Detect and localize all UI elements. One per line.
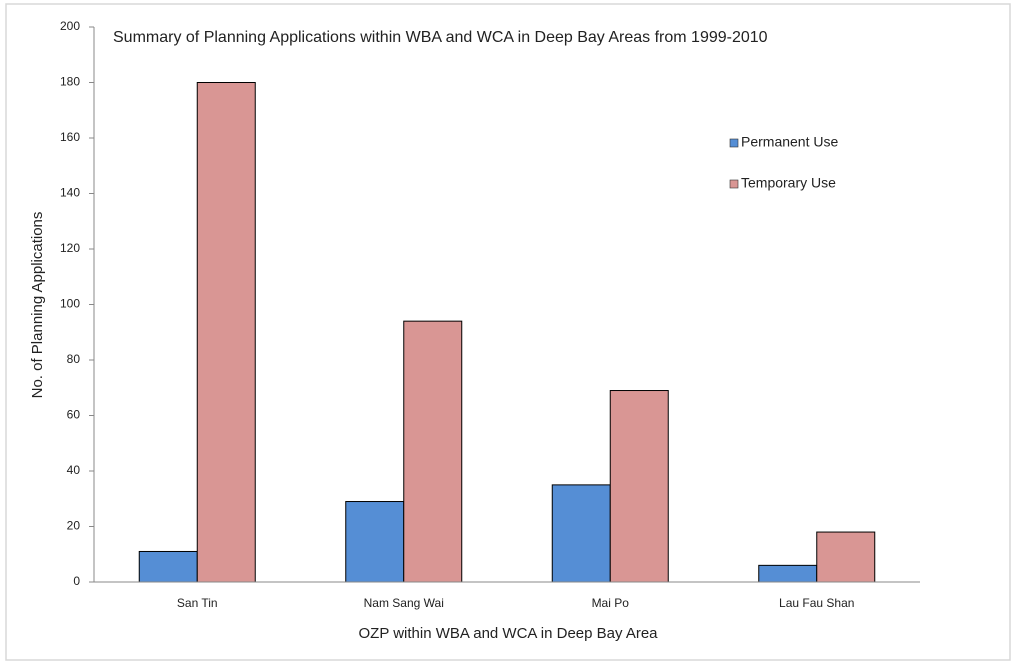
frame	[5, 3, 1011, 661]
y-axis-label: No. of Planning Applications	[29, 212, 46, 399]
legend-swatch	[729, 179, 739, 189]
y-tick-label: 20	[67, 519, 81, 533]
x-tick-label: Nam Sang Wai	[364, 596, 444, 610]
legend-label: Permanent Use	[741, 134, 838, 150]
y-tick-label: 200	[60, 19, 80, 33]
legend-swatch	[729, 138, 739, 148]
x-tick-label: Mai Po	[592, 596, 630, 610]
y-tick-label: 40	[67, 463, 81, 477]
y-tick-label: 100	[60, 297, 80, 311]
bar	[138, 550, 198, 583]
y-tick-label: 0	[73, 574, 80, 588]
chart-title: Summary of Planning Applications within …	[113, 29, 768, 46]
bar	[196, 82, 256, 583]
x-axis-label: OZP within WBA and WCA in Deep Bay Area	[358, 625, 658, 642]
x-tick-label: San Tin	[177, 596, 218, 610]
bar	[816, 531, 876, 583]
y-tick-label: 160	[60, 130, 80, 144]
y-tick-label: 140	[60, 186, 80, 200]
bar	[403, 320, 463, 583]
x-tick-label: Lau Fau Shan	[779, 596, 854, 610]
bar	[345, 501, 405, 583]
y-tick-label: 80	[67, 352, 81, 366]
legend-label: Temporary Use	[741, 175, 836, 191]
bar	[609, 390, 669, 583]
bar	[551, 484, 611, 583]
y-tick-label: 120	[60, 241, 80, 255]
y-tick-label: 180	[60, 75, 80, 89]
y-tick-label: 60	[67, 408, 81, 422]
bar	[758, 564, 818, 583]
